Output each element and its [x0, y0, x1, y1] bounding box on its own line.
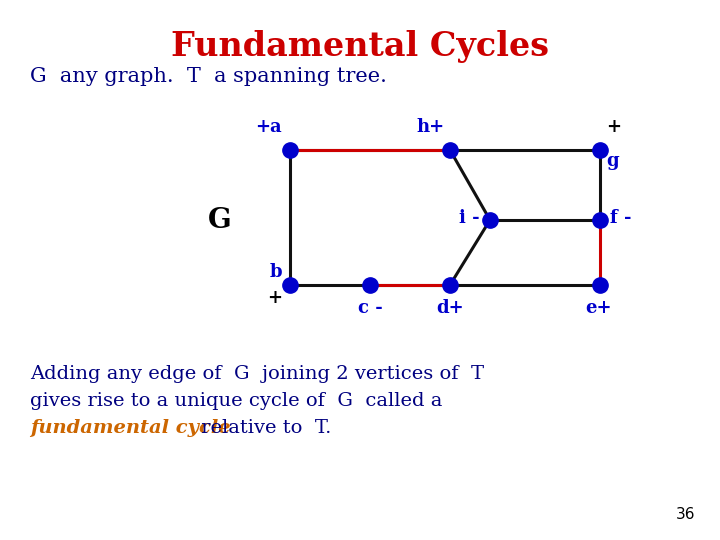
Text: g: g	[606, 152, 618, 170]
Text: d+: d+	[436, 299, 464, 317]
Text: e+: e+	[585, 299, 611, 317]
Text: gives rise to a unique cycle of  G  called a: gives rise to a unique cycle of G called…	[30, 392, 442, 410]
Text: h+: h+	[417, 118, 445, 136]
Text: 36: 36	[675, 507, 695, 522]
Text: Fundamental Cycles: Fundamental Cycles	[171, 30, 549, 63]
Text: G  any graph.  T  a spanning tree.: G any graph. T a spanning tree.	[30, 67, 387, 86]
Text: fundamental cycle: fundamental cycle	[30, 419, 230, 437]
Text: relative to  T.: relative to T.	[195, 419, 331, 437]
Text: b: b	[269, 263, 282, 281]
Text: +: +	[267, 289, 282, 307]
Text: +: +	[606, 118, 621, 136]
Text: G: G	[208, 206, 232, 233]
Text: +a: +a	[256, 118, 282, 136]
Text: c -: c -	[358, 299, 382, 317]
Text: i -: i -	[459, 209, 480, 227]
Text: f -: f -	[610, 209, 631, 227]
Text: Adding any edge of  G  joining 2 vertices of  T: Adding any edge of G joining 2 vertices …	[30, 365, 484, 383]
